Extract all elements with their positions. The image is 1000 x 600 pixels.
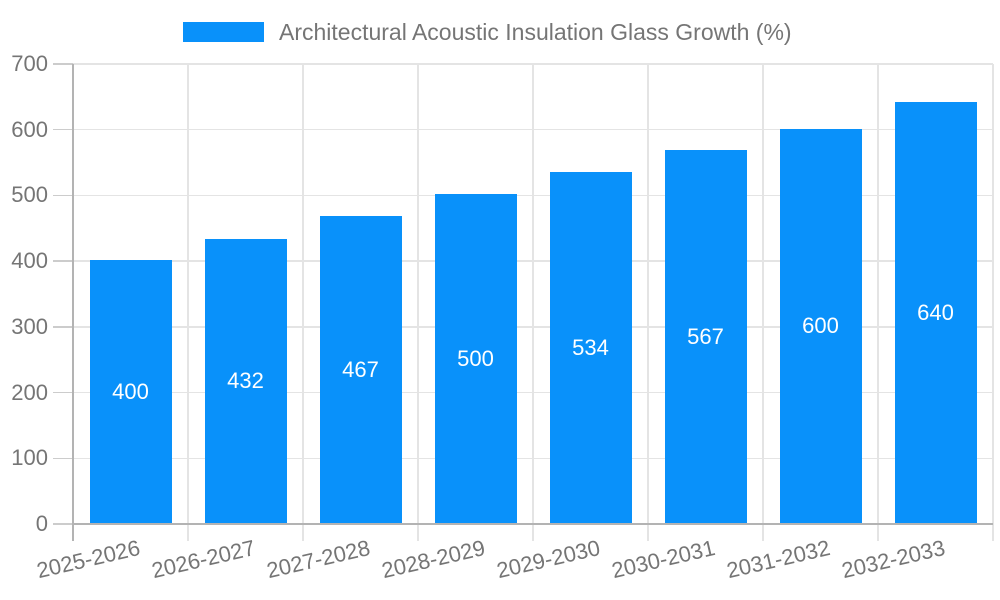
x-axis-category-label: 2028-2029 xyxy=(379,535,488,584)
bar xyxy=(549,172,632,523)
y-axis-tick-label: 100 xyxy=(11,445,48,471)
bar-value-label: 640 xyxy=(917,299,954,325)
y-tick xyxy=(53,63,73,65)
x-axis-category-label: 2029-2030 xyxy=(494,535,603,584)
y-tick xyxy=(53,194,73,197)
legend-swatch xyxy=(183,22,264,42)
bar-value-label: 467 xyxy=(342,356,379,382)
y-axis-tick-label: 700 xyxy=(11,51,48,76)
bar xyxy=(204,239,287,523)
x-gridline xyxy=(992,64,994,541)
bar-value-label: 432 xyxy=(227,368,264,394)
x-gridline xyxy=(877,64,879,541)
y-axis-tick-label: 400 xyxy=(11,248,48,274)
x-axis-line xyxy=(73,523,993,525)
x-gridline xyxy=(302,64,304,541)
bar-value-label: 400 xyxy=(112,378,149,404)
y-axis-tick-label: 600 xyxy=(11,116,48,142)
bar-value-label: 500 xyxy=(457,345,494,371)
y-tick xyxy=(53,326,73,328)
x-axis-category-label: 2026-2027 xyxy=(149,535,258,584)
y-axis-tick-label: 300 xyxy=(11,313,48,339)
x-axis-category-label: 2031-2032 xyxy=(724,535,833,584)
y-tick xyxy=(53,128,73,131)
x-axis-category-label: 2032-2033 xyxy=(839,535,948,584)
bar xyxy=(894,102,977,523)
chart-title: Architectural Acoustic Insulation Glass … xyxy=(279,19,792,45)
y-tick xyxy=(53,457,73,460)
bar xyxy=(779,128,862,523)
bar xyxy=(319,216,402,523)
bar-value-label: 534 xyxy=(572,334,609,360)
x-gridline xyxy=(187,64,189,541)
x-gridline xyxy=(532,64,534,541)
y-axis-tick-label: 500 xyxy=(11,182,48,208)
bar-value-label: 567 xyxy=(687,323,724,349)
y-tick xyxy=(53,260,73,262)
x-gridline xyxy=(762,64,764,541)
y-axis-tick-label: 200 xyxy=(11,379,48,405)
y-tick xyxy=(53,523,73,525)
y-axis-line xyxy=(72,64,74,541)
x-gridline xyxy=(647,64,649,541)
bar xyxy=(89,260,172,523)
bar-value-label: 600 xyxy=(802,312,839,338)
y-tick xyxy=(53,391,73,394)
bar xyxy=(434,194,517,523)
x-axis-category-label: 2030-2031 xyxy=(609,535,718,584)
x-axis-category-label: 2027-2028 xyxy=(264,535,373,584)
x-gridline xyxy=(417,64,419,541)
x-axis-category-label: 2025-2026 xyxy=(34,535,143,584)
bar xyxy=(664,150,747,523)
y-axis-tick-label: 0 xyxy=(35,511,48,536)
